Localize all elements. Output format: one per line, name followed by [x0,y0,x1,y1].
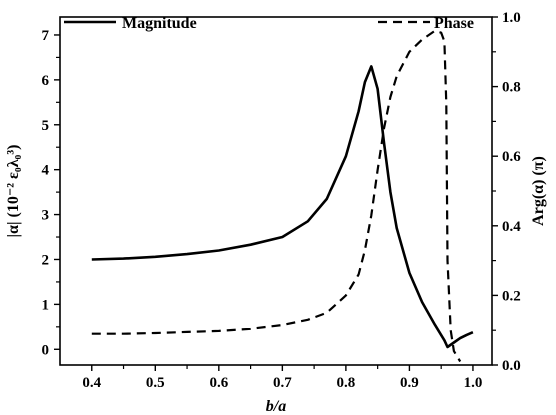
y-right-tick-label: 0.4 [502,219,521,235]
y-right-tick-label: 1.0 [502,10,521,26]
x-tick-label: 0.7 [273,375,292,391]
y-left-tick-label: 0 [42,342,50,358]
y-left-tick-label: 2 [42,252,50,268]
x-tick-label: 0.5 [146,375,165,391]
y-axis-left-title: |α| (10⁻² ε₀λ₀³) [5,145,22,238]
y-left-tick-label: 6 [42,73,50,89]
y-left-tick-label: 7 [42,28,50,44]
series-magnitude-line [91,65,474,349]
y-left-tick-label: 5 [42,118,50,134]
y-left-tick-label: 1 [42,297,50,313]
series-layer [91,29,474,363]
x-tick-label: 0.6 [209,375,228,391]
y-right-tick-label: 0.2 [502,288,521,304]
y-right-tick-label: 0.8 [502,80,521,96]
x-axis-title: b/a [266,398,286,415]
x-tick-label: 0.9 [400,375,419,391]
x-tick-label: 1.0 [464,375,483,391]
y-left-tick-label: 3 [42,208,50,224]
x-tick-label: 0.4 [82,375,101,391]
legend: Magnitude Phase [64,15,474,32]
y-axis-right-title: Arg(α) (π) [530,156,547,226]
legend-magnitude-label: Magnitude [122,15,197,32]
series-phase-line [91,29,462,363]
legend-phase-label: Phase [434,15,474,32]
y-right-tick-label: 0.6 [502,149,521,165]
x-tick-label: 0.8 [337,375,356,391]
ticks-layer: 0.4 0.5 0.6 0.7 0.8 0.9 1.0 0 1 2 3 4 5 6 7 0.0 0.2 0.4 0.… [42,10,522,391]
y-right-tick-label: 0.0 [502,358,521,374]
y-left-tick-label: 4 [42,163,50,179]
